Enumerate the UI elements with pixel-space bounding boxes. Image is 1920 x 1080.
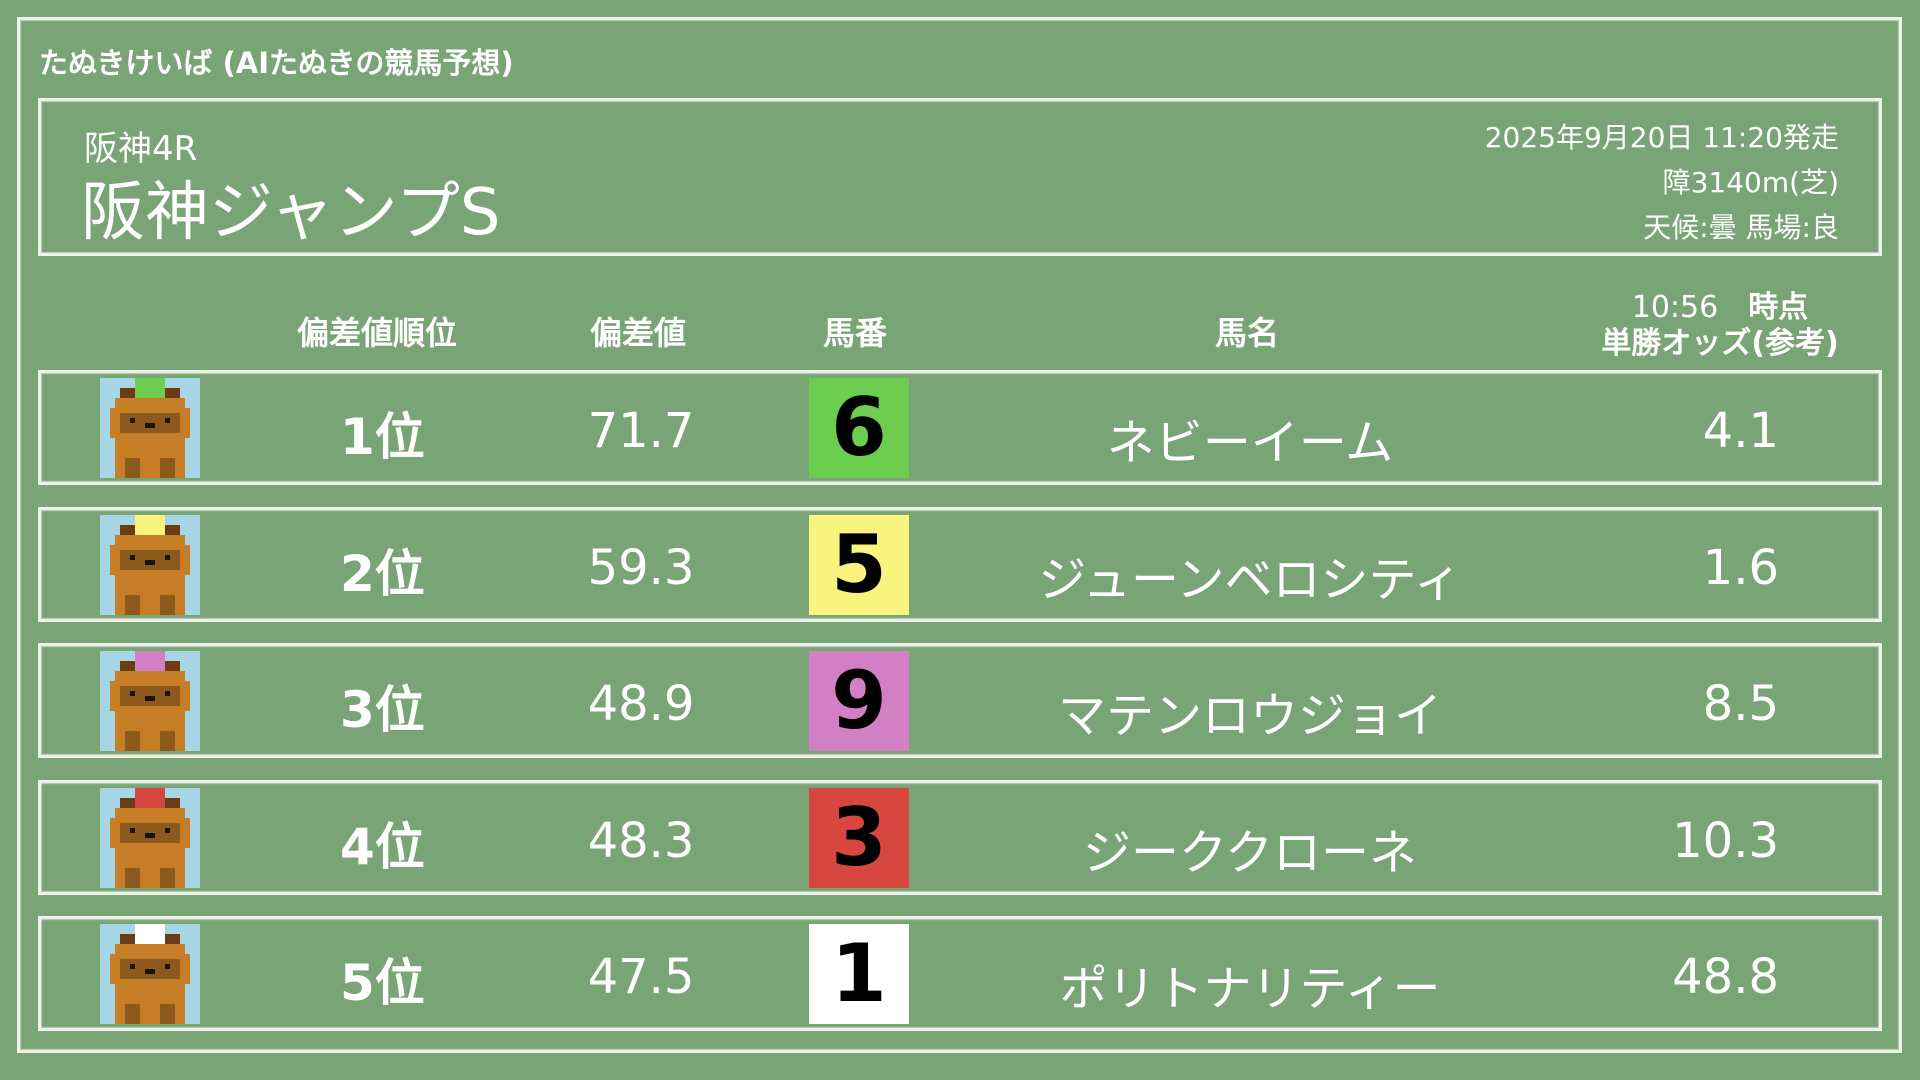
horse-name: マテンロウジョイ (1057, 688, 1443, 744)
win-odds: 10.3 (1672, 812, 1779, 869)
odds-time: 10:56 (1631, 290, 1719, 325)
column-header-rank: 偏差値順位 (296, 314, 458, 352)
deviation-rank: 5位 (340, 954, 425, 1012)
main-frame (17, 17, 1902, 1053)
deviation-value: 71.7 (587, 403, 695, 459)
horse-number-badge: 9 (809, 651, 909, 751)
horse-number-badge: 3 (809, 787, 909, 888)
race-name: 阪神ジャンプS (81, 176, 501, 250)
deviation-rank: 2位 (340, 544, 425, 603)
deviation-rank: 4位 (340, 817, 425, 876)
column-header-deviation: 偏差値 (589, 314, 687, 352)
deviation-rank: 1位 (340, 408, 425, 466)
win-odds: 1.6 (1702, 539, 1779, 596)
deviation-value: 48.9 (587, 676, 695, 732)
race-header: 阪神4R 阪神ジャンプS 2025年9月20日 11:20発走 障3140m(芝… (38, 98, 1882, 256)
race-conditions: 天候:曇 馬場:良 (1643, 211, 1839, 244)
horse-name: ポリトナリティー (1059, 961, 1441, 1017)
column-header-number: 馬番 (822, 314, 888, 352)
odds-label: 単勝オッズ(参考) (1601, 326, 1839, 361)
win-odds: 8.5 (1702, 676, 1779, 732)
table-row: 5位 47.5 1 ポリトナリティー 48.8 (38, 916, 1882, 1031)
app-title: たぬきけいば (AIたぬきの競馬予想) (39, 46, 514, 80)
tanuki-icon (100, 651, 200, 751)
tanuki-icon (100, 378, 200, 478)
table-row: 3位 48.9 9 マテンロウジョイ 8.5 (38, 643, 1882, 758)
deviation-value: 48.3 (587, 812, 695, 869)
horse-number-badge: 6 (809, 378, 909, 478)
table-row: 2位 59.3 5 ジューンベロシティ 1.6 (38, 506, 1882, 622)
horse-name: ネビーイーム (1106, 415, 1394, 471)
deviation-value: 47.5 (587, 949, 695, 1005)
table-row: 1位 71.7 6 ネビーイーム 4.1 (38, 370, 1882, 485)
horse-name: ジューンベロシティ (1038, 551, 1462, 608)
race-number: 阪神4R (84, 129, 198, 169)
column-header-horse: 馬名 (1214, 314, 1280, 352)
column-header-odds: 10:56 時点 単勝オッズ(参考) (1601, 290, 1838, 362)
race-course: 障3140m(芝) (1662, 166, 1839, 199)
tanuki-icon (100, 787, 200, 888)
horse-number-badge: 5 (809, 514, 909, 615)
horse-number-badge: 1 (809, 924, 909, 1024)
tanuki-icon (100, 514, 200, 615)
tanuki-icon (100, 924, 200, 1024)
race-start-time: 2025年9月20日 11:20発走 (1484, 121, 1839, 154)
win-odds: 4.1 (1702, 403, 1779, 459)
deviation-rank: 3位 (340, 681, 425, 739)
horse-name: ジーククローネ (1082, 824, 1418, 881)
deviation-value: 59.3 (587, 539, 695, 596)
win-odds: 48.8 (1672, 949, 1779, 1005)
table-row: 4位 48.3 3 ジーククローネ 10.3 (38, 779, 1882, 895)
odds-time-suffix: 時点 (1748, 290, 1809, 325)
